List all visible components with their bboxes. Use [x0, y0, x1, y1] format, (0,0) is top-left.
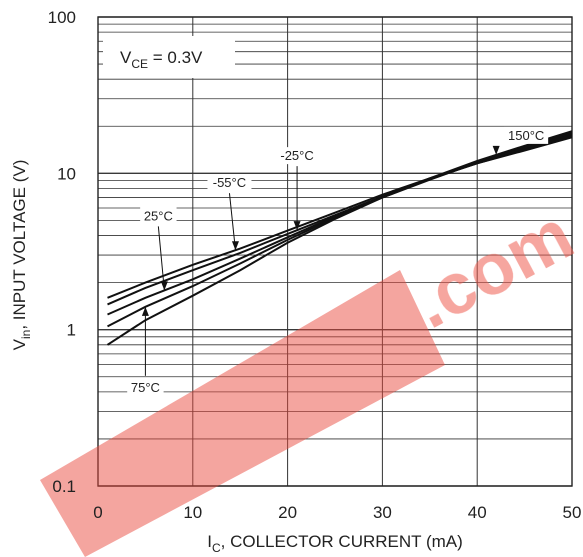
y-axis-symbol: V	[10, 338, 29, 350]
x-axis-symbol: I	[207, 532, 212, 551]
watermark-eepw	[40, 270, 445, 557]
condition-value: = 0.3V	[148, 48, 203, 67]
y-tick-label: 10	[57, 164, 76, 183]
y-axis-text: INPUT VOLTAGE (V)	[10, 160, 29, 321]
series-layer	[106, 130, 573, 346]
annotation-arrow-75c	[141, 306, 149, 316]
annotation-arrow-25c	[293, 221, 301, 231]
x-tick-label: 20	[278, 503, 297, 522]
x-axis-text: COLLECTOR CURRENT (mA)	[230, 532, 463, 551]
y-tick-labels: 100 10 1 0.1	[48, 8, 76, 496]
y-axis-symbol-sub: in	[19, 330, 33, 339]
series-line-75c	[107, 131, 573, 328]
annotation-bg-75c	[127, 378, 164, 396]
annotation-bg-25c	[140, 207, 177, 225]
x-axis-symbol-sub: C	[212, 541, 221, 555]
watermark-logo: .com	[40, 195, 583, 557]
annotation-bg-150c	[504, 126, 549, 144]
annotation-leader-150c	[496, 145, 527, 156]
x-tick-label: 10	[183, 503, 202, 522]
y-tick-label: 0.1	[52, 477, 76, 496]
annotation-label-25c: 25°C	[144, 208, 173, 223]
series-line-150c	[106, 130, 573, 346]
x-axis-label: IC, COLLECTOR CURRENT (mA)	[207, 532, 463, 555]
condition-symbol: V	[120, 48, 132, 67]
plot-frame	[97, 16, 573, 487]
x-tick-label: 0	[93, 503, 102, 522]
annotation-label-150c: 150°C	[508, 128, 544, 143]
annotation-leader-55c	[228, 193, 236, 251]
x-axis-sep: ,	[221, 532, 230, 551]
annotation-leader-25c	[157, 226, 165, 291]
annotation-label-75c: 75°C	[131, 380, 160, 395]
x-tick-label: 50	[563, 503, 582, 522]
annotation-arrow-55c	[231, 241, 239, 251]
annotation-label-55c: -55°C	[213, 175, 246, 190]
y-tick-label: 100	[48, 8, 76, 27]
x-tick-label: 30	[373, 503, 392, 522]
annotation-layer: -55°C -25°C 25°C 75°C 150°C	[127, 126, 549, 396]
x-tick-labels: 0 10 20 30 40 50	[93, 503, 581, 522]
condition-subscript: CE	[131, 57, 148, 71]
annotation-label-25c: -25°C	[280, 148, 313, 163]
condition-label: VCE = 0.3V	[120, 48, 203, 71]
y-axis-sep: ,	[10, 320, 29, 329]
condition-box-bg	[103, 36, 235, 78]
watermark-com: .com	[400, 195, 583, 345]
y-axis-label: Vin, INPUT VOLTAGE (V)	[10, 160, 33, 351]
y-tick-label: 1	[67, 321, 76, 340]
annotation-arrow-25c	[160, 281, 168, 291]
annotation-bg-25c	[275, 147, 320, 165]
annotation-arrow-150c	[492, 145, 500, 155]
x-tick-label: 40	[468, 503, 487, 522]
condition-box: VCE = 0.3V	[103, 36, 235, 78]
annotation-bg-55c	[207, 174, 252, 192]
